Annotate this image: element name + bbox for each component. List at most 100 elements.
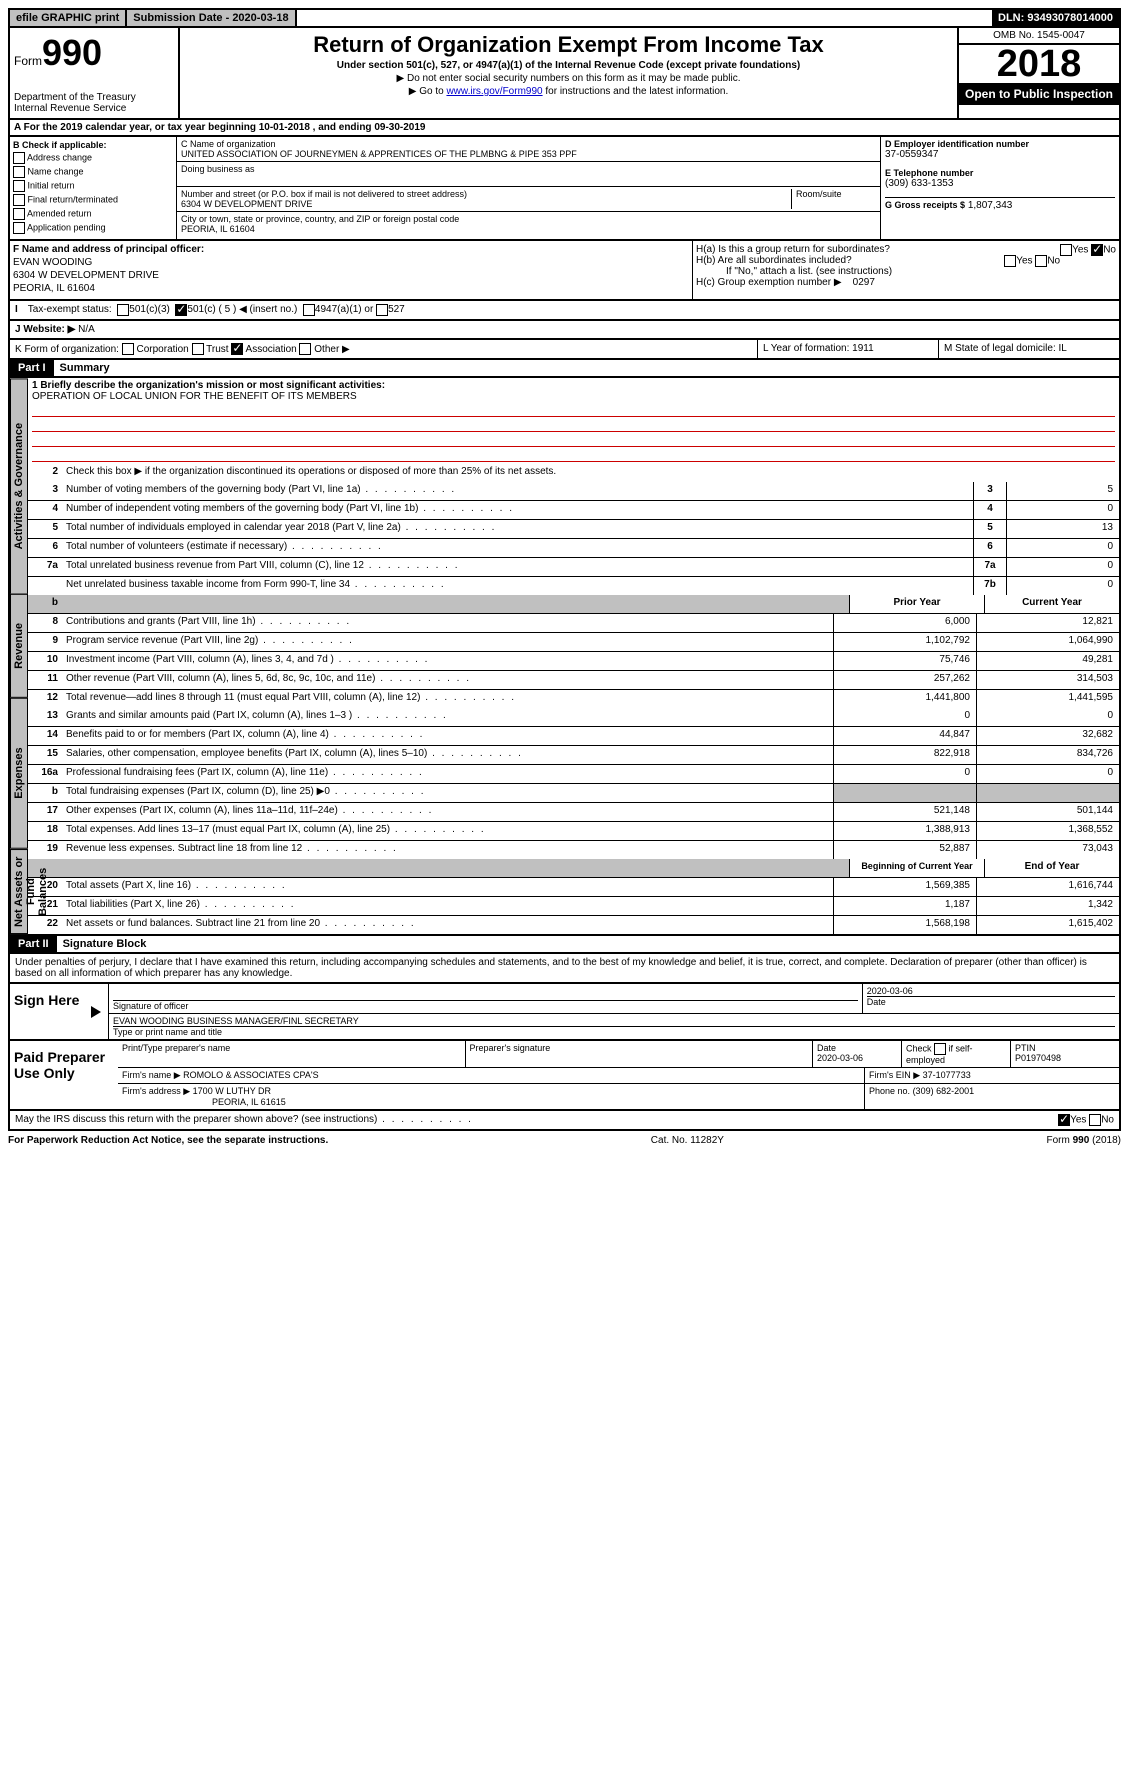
officer-row: F Name and address of principal officer:… (8, 241, 1121, 301)
open-public: Open to Public Inspection (959, 83, 1119, 105)
check-assoc[interactable] (231, 343, 243, 355)
check-other[interactable] (299, 343, 311, 355)
prep-name-label: Print/Type preparer's name (118, 1041, 466, 1067)
self-employed: Check if self-employed (902, 1041, 1011, 1067)
sign-here-block: Sign Here Signature of officer 2020-03-0… (8, 984, 1121, 1041)
spacer (297, 16, 992, 20)
summary-row: 9Program service revenue (Part VIII, lin… (28, 633, 1119, 652)
summary-row: 16aProfessional fundraising fees (Part I… (28, 765, 1119, 784)
paid-preparer-label: Paid Preparer Use Only (10, 1041, 118, 1109)
summary-row: 4Number of independent voting members of… (28, 501, 1119, 520)
gross-value: 1,807,343 (968, 200, 1013, 211)
gross-label: G Gross receipts $ (885, 200, 965, 210)
form-label: Form (14, 54, 42, 68)
website-value: N/A (78, 324, 95, 335)
check-501c3[interactable] (117, 304, 129, 316)
part2-badge: Part II (10, 936, 57, 952)
check-4947[interactable] (303, 304, 315, 316)
summary-row: 7aTotal unrelated business revenue from … (28, 558, 1119, 577)
summary-row: 3Number of voting members of the governi… (28, 482, 1119, 501)
discuss-no[interactable] (1089, 1114, 1101, 1126)
identity-row: B Check if applicable: Address change Na… (8, 137, 1121, 241)
summary-row: 15Salaries, other compensation, employee… (28, 746, 1119, 765)
summary-row: 8Contributions and grants (Part VIII, li… (28, 614, 1119, 633)
opt-final: Final return/terminated (28, 194, 119, 204)
ha-yes[interactable] (1060, 244, 1072, 256)
sign-here-label: Sign Here (10, 984, 88, 1039)
check-501c[interactable] (175, 304, 187, 316)
hb-yes[interactable] (1004, 255, 1016, 267)
org-address: 6304 W DEVELOPMENT DRIVE (181, 199, 791, 209)
box-b-label: B Check if applicable: (13, 140, 173, 150)
part1-header: Part I Summary (8, 360, 1121, 378)
efile-button[interactable]: efile GRAPHIC print (10, 10, 127, 26)
check-final[interactable] (13, 194, 25, 206)
check-address[interactable] (13, 152, 25, 164)
check-amended[interactable] (13, 208, 25, 220)
opt-amended: Amended return (27, 208, 92, 218)
summary-row: 12Total revenue—add lines 8 through 11 (… (28, 690, 1119, 708)
check-trust[interactable] (192, 343, 204, 355)
check-corp[interactable] (122, 343, 134, 355)
prep-date: 2020-03-06 (817, 1053, 897, 1063)
hc-label: H(c) Group exemption number ▶ (696, 277, 842, 288)
firm-addr2: PEORIA, IL 61615 (122, 1097, 860, 1107)
box-c: C Name of organization UNITED ASSOCIATIO… (177, 137, 881, 239)
discuss-yes[interactable] (1058, 1114, 1070, 1126)
website-row: J Website: ▶ N/A (8, 321, 1121, 340)
firm-addr-label: Firm's address ▶ (122, 1086, 190, 1096)
firm-name-label: Firm's name ▶ (122, 1070, 181, 1080)
vtab-net: Net Assets or Fund Balances (10, 849, 28, 934)
q2-text: Check this box ▶ if the organization dis… (62, 464, 1119, 482)
sig-date: 2020-03-06 (867, 986, 1115, 996)
summary-row: 14Benefits paid to or for members (Part … (28, 727, 1119, 746)
ha-no[interactable] (1091, 244, 1103, 256)
instructions-link[interactable]: www.irs.gov/Form990 (446, 86, 542, 97)
line-a: A For the 2019 calendar year, or tax yea… (8, 120, 1121, 137)
summary-table: Activities & Governance Revenue Expenses… (8, 378, 1121, 936)
subtitle-2: ▶ Do not enter social security numbers o… (184, 73, 953, 84)
hdr-prior: Prior Year (849, 595, 984, 613)
dept-treasury: Department of the Treasury (14, 92, 174, 103)
perjury-text: Under penalties of perjury, I declare th… (8, 954, 1121, 984)
vtab-revenue: Revenue (10, 594, 28, 698)
summary-row: 10Investment income (Part VIII, column (… (28, 652, 1119, 671)
summary-row: 5Total number of individuals employed in… (28, 520, 1119, 539)
hc-value: 0297 (853, 277, 875, 288)
arrow-icon (91, 1006, 101, 1018)
part2-header: Part II Signature Block (8, 936, 1121, 954)
prep-date-label: Date (817, 1043, 897, 1053)
discuss-text: May the IRS discuss this return with the… (15, 1114, 473, 1126)
top-bar: efile GRAPHIC print Submission Date - 20… (8, 8, 1121, 28)
discuss-row: May the IRS discuss this return with the… (8, 1111, 1121, 1131)
hb-no[interactable] (1035, 255, 1047, 267)
check-initial[interactable] (13, 180, 25, 192)
summary-row: 20Total assets (Part X, line 16)1,569,38… (28, 878, 1119, 897)
tax-status-label: Tax-exempt status: (28, 304, 112, 316)
opt-501c: 501(c) ( 5 ) ◀ (insert no.) (187, 304, 297, 316)
opt-pending: Application pending (27, 222, 106, 232)
check-pending[interactable] (13, 222, 25, 234)
paid-preparer-block: Paid Preparer Use Only Print/Type prepar… (8, 1041, 1121, 1111)
org-name: UNITED ASSOCIATION OF JOURNEYMEN & APPRE… (181, 149, 876, 159)
vtab-expenses: Expenses (10, 698, 28, 849)
hdr-end: End of Year (984, 859, 1119, 877)
check-name[interactable] (13, 166, 25, 178)
check-527[interactable] (376, 304, 388, 316)
opt-initial: Initial return (28, 180, 75, 190)
firm-name: ROMOLO & ASSOCIATES CPA'S (183, 1070, 318, 1080)
domicile-value: IL (1059, 343, 1067, 354)
hdr-beginning: Beginning of Current Year (849, 859, 984, 877)
officer-print-label: Type or print name and title (113, 1026, 1115, 1037)
name-label: C Name of organization (181, 139, 876, 149)
form-title: Return of Organization Exempt From Incom… (184, 32, 953, 58)
footer-right: Form 990 (2018) (1047, 1135, 1121, 1146)
domicile-label: M State of legal domicile: (944, 343, 1056, 354)
box-b: B Check if applicable: Address change Na… (10, 137, 177, 239)
officer-label: F Name and address of principal officer: (13, 244, 689, 255)
goto-pre: ▶ Go to (409, 86, 447, 97)
check-self-emp[interactable] (934, 1043, 946, 1055)
summary-row: 17Other expenses (Part IX, column (A), l… (28, 803, 1119, 822)
irs-label: Internal Revenue Service (14, 103, 174, 114)
org-city: PEORIA, IL 61604 (181, 224, 876, 234)
